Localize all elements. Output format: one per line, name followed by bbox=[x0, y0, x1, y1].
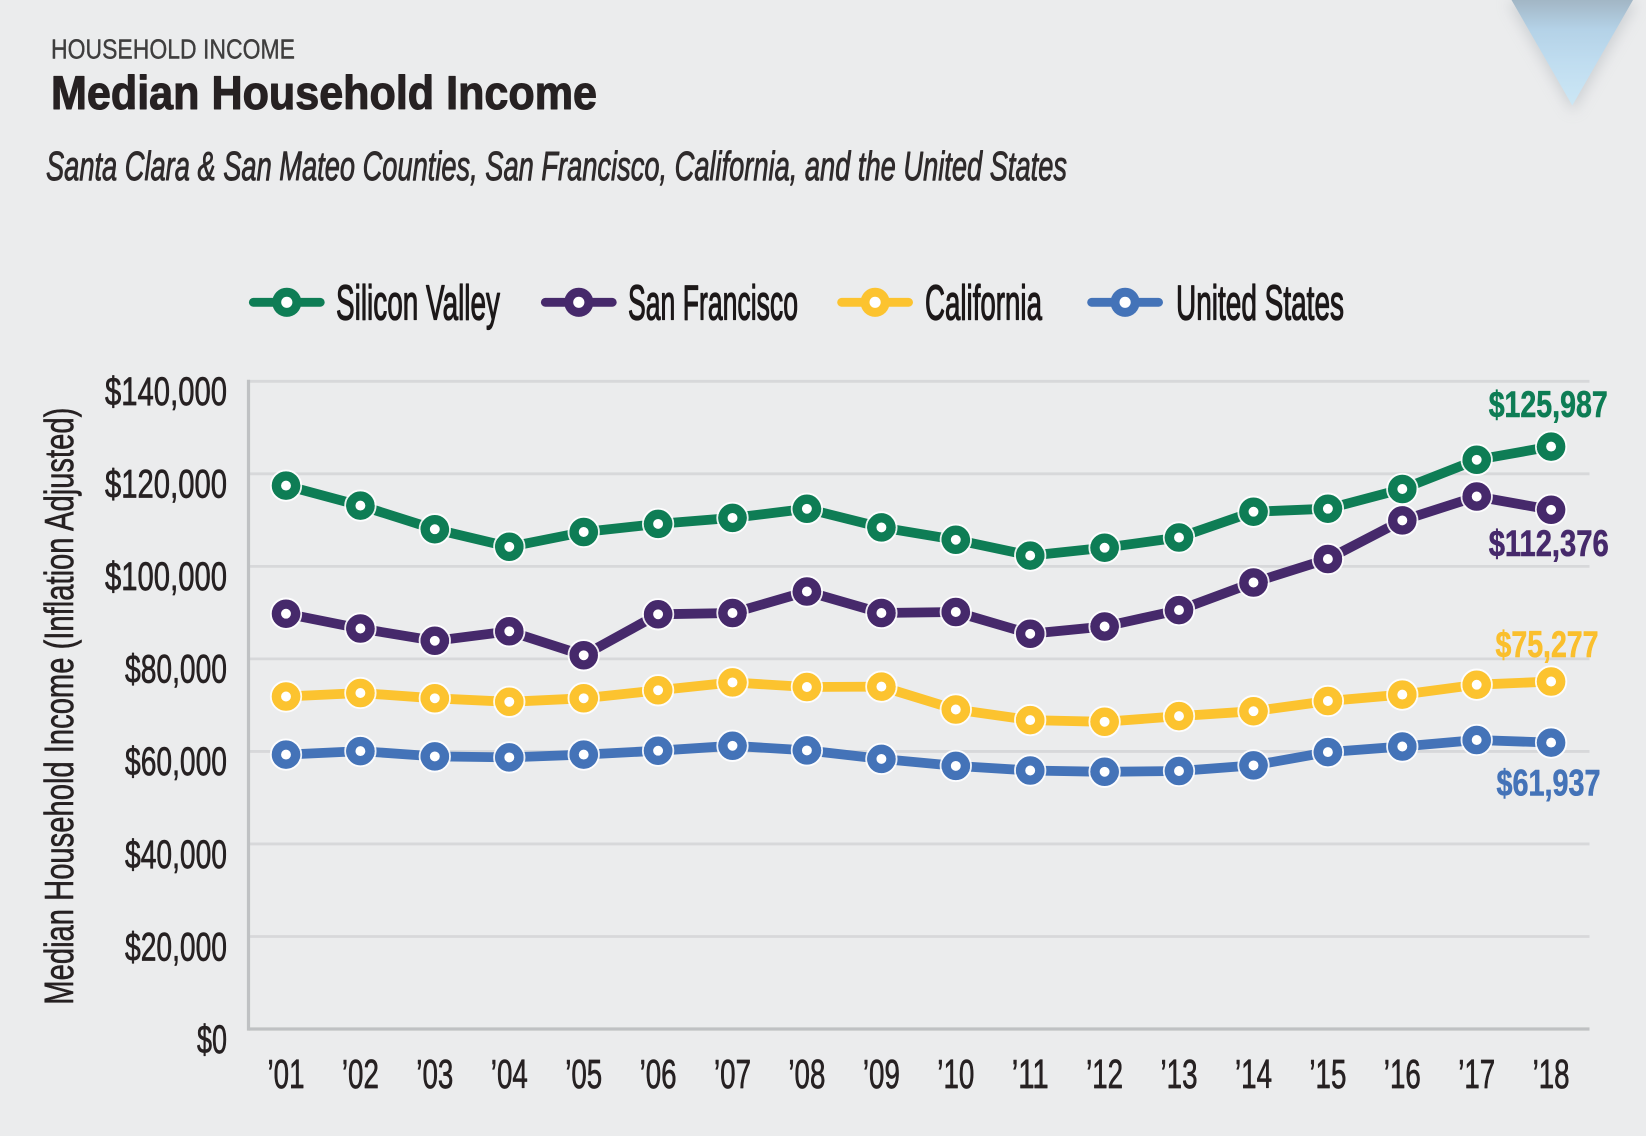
svg-text:$80,000: $80,000 bbox=[125, 648, 227, 692]
svg-text:$0: $0 bbox=[197, 1018, 227, 1062]
svg-text:$140,000: $140,000 bbox=[105, 370, 227, 414]
svg-text:’07: ’07 bbox=[714, 1051, 751, 1097]
svg-text:’06: ’06 bbox=[640, 1051, 677, 1097]
svg-text:’01: ’01 bbox=[268, 1051, 305, 1097]
svg-text:’02: ’02 bbox=[342, 1051, 379, 1097]
svg-text:$60,000: $60,000 bbox=[125, 740, 227, 784]
svg-text:Median Household Income (Infla: Median Household Income (Inflation Adjus… bbox=[36, 408, 82, 1005]
svg-text:$100,000: $100,000 bbox=[105, 555, 227, 599]
svg-text:$61,937: $61,937 bbox=[1497, 763, 1601, 804]
svg-text:’15: ’15 bbox=[1309, 1051, 1346, 1097]
svg-text:Santa Clara & San Mateo Counti: Santa Clara & San Mateo Counties, San Fr… bbox=[46, 143, 1067, 189]
svg-text:’12: ’12 bbox=[1086, 1051, 1123, 1097]
svg-text:HOUSEHOLD INCOME: HOUSEHOLD INCOME bbox=[51, 34, 295, 65]
svg-text:Silicon Valley: Silicon Valley bbox=[336, 276, 500, 331]
svg-text:’18: ’18 bbox=[1533, 1051, 1570, 1097]
svg-text:$112,376: $112,376 bbox=[1489, 523, 1609, 564]
svg-text:’14: ’14 bbox=[1235, 1051, 1272, 1097]
svg-text:$75,277: $75,277 bbox=[1496, 624, 1599, 665]
svg-text:’05: ’05 bbox=[565, 1051, 602, 1097]
svg-text:$120,000: $120,000 bbox=[105, 463, 227, 507]
svg-text:’04: ’04 bbox=[491, 1051, 528, 1097]
svg-text:’08: ’08 bbox=[788, 1051, 825, 1097]
svg-text:Median Household Income: Median Household Income bbox=[51, 67, 597, 120]
svg-text:California: California bbox=[925, 276, 1042, 331]
svg-text:’13: ’13 bbox=[1161, 1051, 1198, 1097]
svg-text:’11: ’11 bbox=[1012, 1051, 1049, 1097]
svg-text:’03: ’03 bbox=[416, 1051, 453, 1097]
svg-text:$20,000: $20,000 bbox=[125, 925, 227, 969]
svg-text:’16: ’16 bbox=[1384, 1051, 1421, 1097]
svg-text:United States: United States bbox=[1176, 276, 1344, 331]
svg-text:’10: ’10 bbox=[937, 1051, 974, 1097]
svg-text:’17: ’17 bbox=[1458, 1051, 1495, 1097]
svg-text:$40,000: $40,000 bbox=[125, 833, 227, 877]
svg-text:San Francisco: San Francisco bbox=[628, 276, 798, 331]
svg-text:’09: ’09 bbox=[863, 1051, 900, 1097]
svg-text:$125,987: $125,987 bbox=[1489, 384, 1608, 425]
